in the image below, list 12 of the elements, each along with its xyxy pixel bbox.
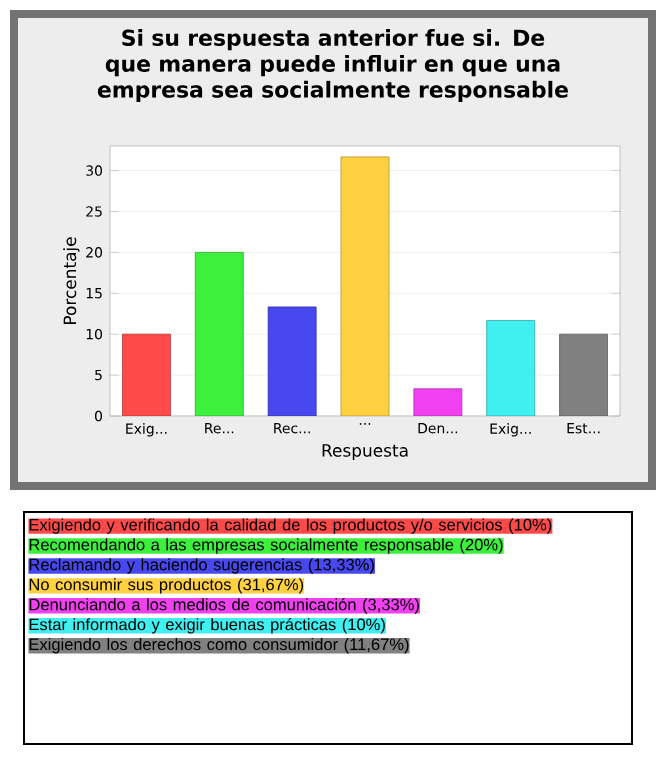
text: No consumir sus productos (31,67%) <box>29 578 304 594</box>
text: Reclamando y haciendo sugerencias (13,33%) <box>29 558 374 574</box>
text: Estar informado y exigir buenas prácticas (10%) <box>29 617 385 634</box>
text: Denunciando a los medios de comunicación (3,33%) <box>29 598 419 614</box>
text: Exigiendo y verificando la calidad de los productos y/o servicios (10%) <box>29 518 552 534</box>
y-axis-title: Porcentaje <box>63 237 80 324</box>
bar <box>340 156 390 417</box>
text: Recomendando a las empresas socialmente responsable (20%) <box>29 538 503 554</box>
text: Exigiendo los derechos como consumidor (11,67%) <box>29 637 409 654</box>
x-axis-title: Respuesta <box>322 444 408 461</box>
bar <box>486 320 536 417</box>
chart-title: Si su respuesta anterior fue si. De que manera puede influir en que una empresa sea socialmente responsable <box>97 29 568 103</box>
